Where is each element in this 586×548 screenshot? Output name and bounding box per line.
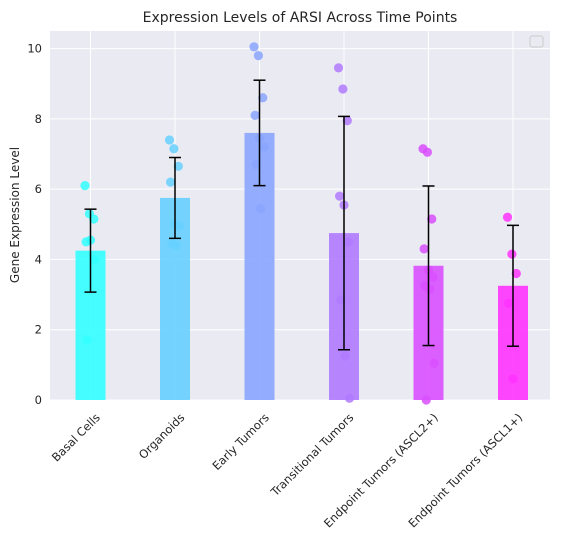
data-point	[419, 244, 429, 254]
y-tick-label: 2	[35, 323, 42, 337]
data-point	[502, 212, 513, 222]
data-point	[174, 221, 184, 231]
data-point	[258, 93, 268, 103]
data-point	[82, 335, 92, 345]
data-point	[173, 161, 183, 171]
x-tick-label: Organoids	[136, 410, 187, 461]
data-point	[251, 159, 261, 170]
data-point	[511, 268, 521, 279]
y-tick-label: 8	[35, 112, 42, 126]
data-point	[342, 116, 352, 126]
legend-box	[529, 35, 544, 48]
data-point	[427, 214, 437, 224]
data-point	[425, 284, 435, 294]
chart-title: Expression Levels of ARSI Across Time Po…	[143, 10, 458, 26]
data-point	[422, 147, 432, 157]
y-ticks: 0 2 4 6 8 10	[27, 42, 42, 407]
y-axis-label: Gene Expression Level	[8, 147, 22, 283]
data-point	[256, 203, 266, 214]
y-tick-label: 6	[35, 182, 42, 196]
data-point	[164, 135, 175, 145]
data-point	[89, 214, 99, 224]
data-point	[90, 254, 100, 265]
data-point	[336, 295, 346, 305]
x-tick-label: Basal Cells	[49, 410, 103, 464]
y-tick-label: 4	[35, 252, 42, 266]
data-point	[340, 351, 350, 361]
data-point	[508, 374, 518, 384]
data-point	[80, 181, 90, 191]
y-tick-label: 0	[35, 393, 42, 407]
data-point	[421, 395, 431, 405]
data-point	[507, 249, 517, 259]
data-point	[429, 358, 439, 368]
x-ticks: Basal Cells Organoids Early TumorsTransiti…	[49, 410, 525, 530]
data-point	[253, 51, 263, 61]
data-point	[166, 177, 176, 187]
data-point	[335, 191, 345, 201]
data-point	[171, 240, 181, 250]
error-bars	[84, 79, 519, 351]
data-point	[169, 144, 179, 154]
data-point	[344, 393, 355, 403]
data-point	[249, 42, 259, 52]
x-tick-label: Early Tumors	[209, 410, 271, 472]
data-point	[338, 84, 348, 94]
data-point	[428, 272, 438, 282]
data-point	[259, 142, 269, 152]
y-tick-label: 10	[27, 42, 42, 56]
plot-background	[50, 31, 550, 400]
points	[80, 42, 521, 405]
data-point	[333, 63, 344, 73]
data-point	[250, 110, 260, 120]
x-tick-label: Transitional Tumors	[267, 410, 356, 499]
data-point	[343, 237, 353, 247]
data-point	[504, 298, 514, 308]
